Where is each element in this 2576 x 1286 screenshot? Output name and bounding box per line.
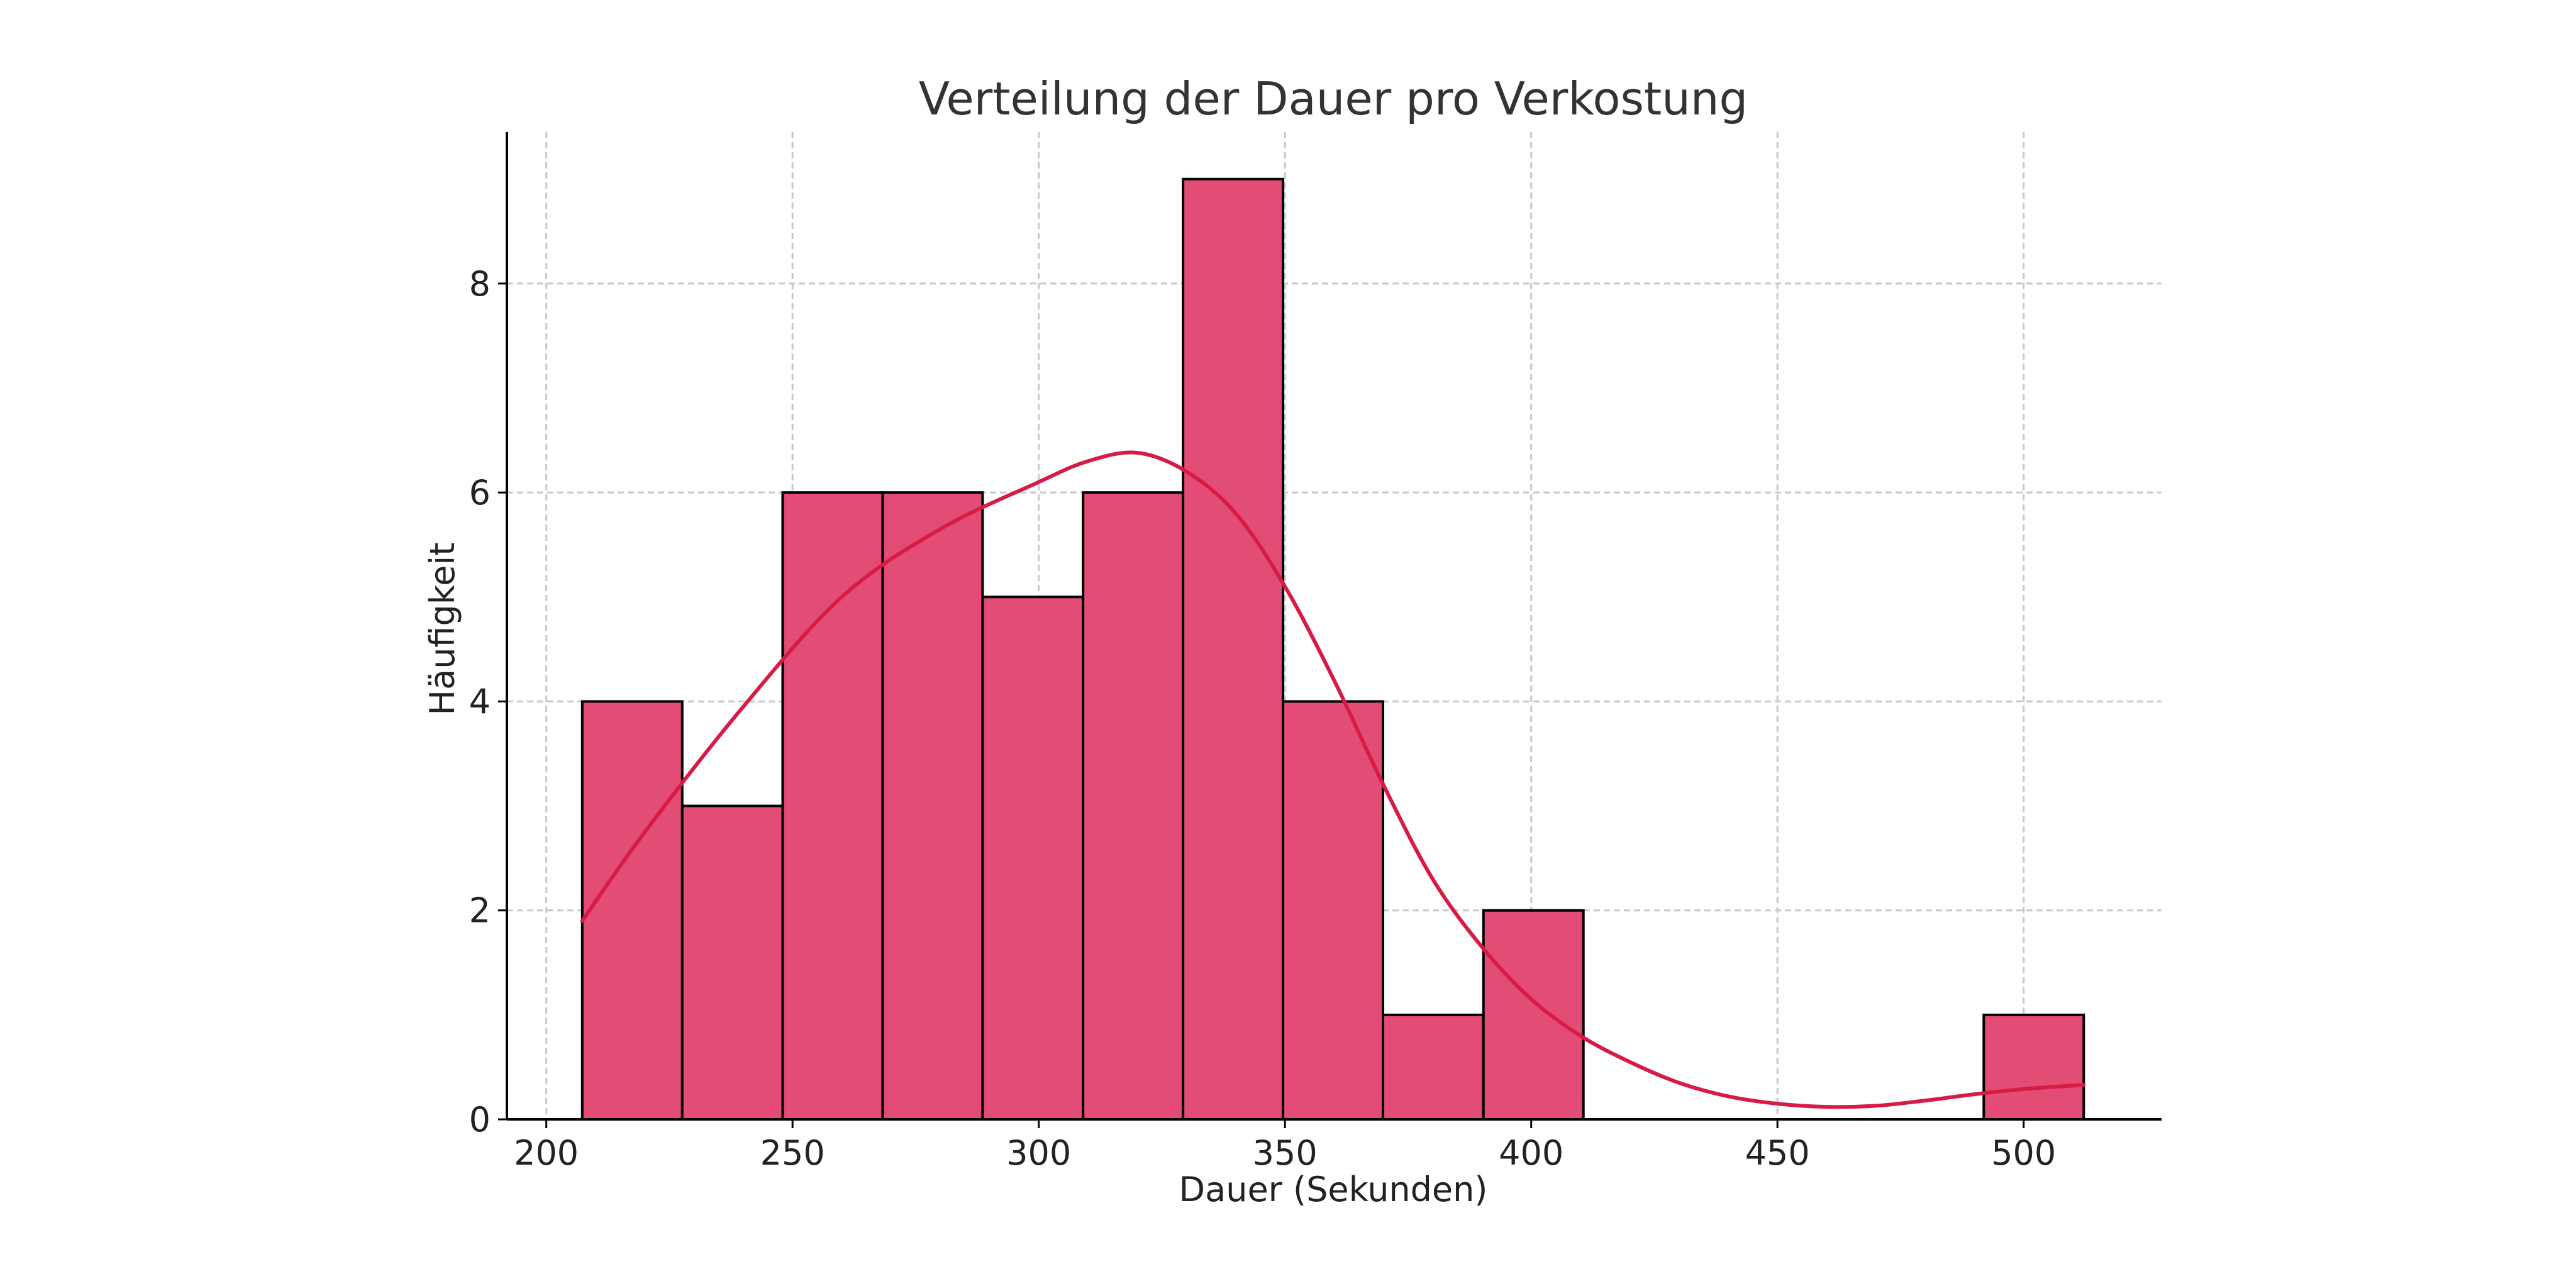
histogram-bar	[1082, 491, 1185, 1121]
x-axis-label: Dauer (Sekunden)	[1179, 1170, 1488, 1209]
histogram-bar	[781, 491, 884, 1121]
ticks-layer: 200 250 300 350 400 450 500 0 2 4 6 8	[469, 264, 2057, 1173]
axes-layer	[506, 132, 2162, 1121]
y-tick-label: 0	[469, 1100, 491, 1139]
histogram-bar	[1982, 1013, 2085, 1121]
y-axis-label: Häufigkeit	[423, 543, 462, 716]
histogram-bar	[881, 491, 984, 1121]
histogram-bar	[1482, 909, 1585, 1121]
x-tick-label: 500	[1991, 1133, 2056, 1173]
x-tick-label: 300	[1006, 1133, 1071, 1173]
kde-layer	[580, 450, 2086, 1109]
histogram-bar	[1182, 177, 1285, 1121]
x-tick-label: 200	[514, 1133, 579, 1173]
x-tick-label: 450	[1745, 1133, 1810, 1173]
y-tick-label: 6	[469, 473, 491, 513]
chart-title: Verteilung der Dauer pro Verkostung	[919, 72, 1748, 125]
y-tick-label: 8	[469, 264, 491, 304]
y-tick-label: 2	[469, 891, 491, 931]
kde-curve	[580, 450, 2086, 1109]
y-tick-label: 4	[469, 682, 491, 721]
x-tick-label: 350	[1253, 1133, 1318, 1173]
x-tick-label: 250	[760, 1133, 825, 1173]
histogram-bar	[680, 804, 784, 1121]
histogram-bar	[1282, 700, 1385, 1121]
bars-layer	[580, 177, 2085, 1121]
x-tick-label: 400	[1499, 1133, 1563, 1173]
histogram-bar	[1382, 1013, 1485, 1121]
histogram-bar	[580, 700, 684, 1121]
histogram-bar	[981, 596, 1085, 1121]
